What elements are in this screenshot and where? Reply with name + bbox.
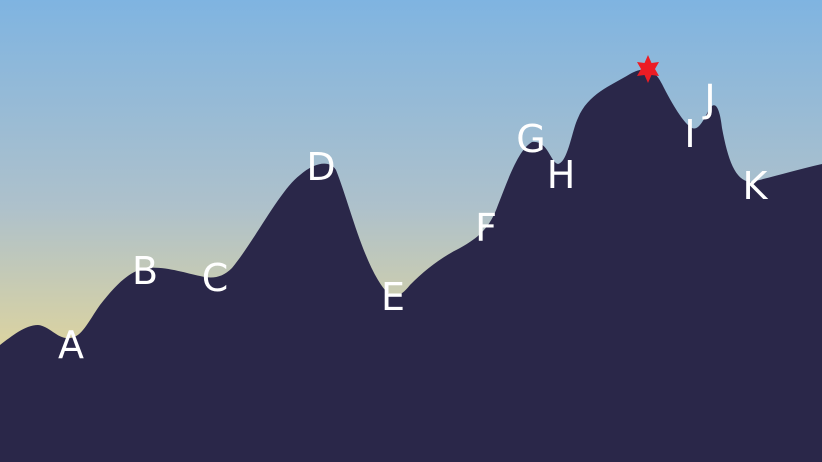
peak-label-j: J — [702, 77, 715, 121]
peak-label-d: D — [306, 145, 335, 189]
peak-labels: A B C D E F G H I J K — [58, 77, 769, 367]
peak-label-b: B — [132, 249, 158, 293]
peak-label-h: H — [547, 153, 576, 197]
peak-label-k: K — [743, 164, 769, 208]
peak-label-a: A — [58, 323, 84, 367]
peak-label-e: E — [381, 275, 405, 319]
peak-label-i: I — [684, 112, 695, 156]
peak-label-f: F — [475, 206, 497, 250]
star-icon — [637, 55, 659, 83]
peak-label-c: C — [202, 256, 229, 300]
peak-label-g: G — [516, 117, 545, 161]
mountain-silhouette — [0, 69, 822, 462]
